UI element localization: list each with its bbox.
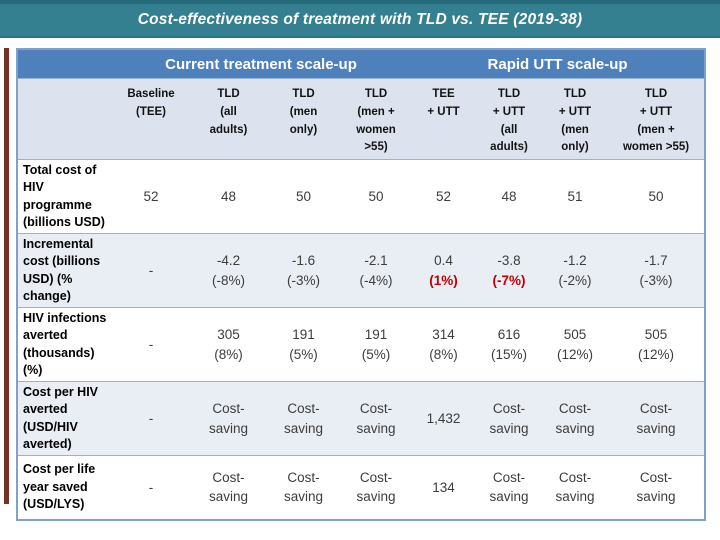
column-header-tld-men-women-55: TLD (men + women >55) — [341, 78, 412, 160]
group-header-current-scale-up: Current treatment scale-up — [111, 49, 412, 79]
row-label: Cost per life year saved (USD/LYS) — [23, 462, 96, 511]
column-header-tld-utt-men-women-55: TLD + UTT (men + women >55) — [608, 78, 706, 160]
data-cell: -1.2 (-2%) — [558, 253, 592, 288]
data-cell: 191 (5%) — [289, 327, 318, 362]
column-header-row: Baseline (TEE) TLD (all adults) TLD (men… — [17, 78, 706, 160]
table-row: HIV infections averted (thousands) (%) - 3… — [17, 307, 706, 382]
column-header — [17, 78, 111, 160]
data-cell: Cost-saving — [555, 401, 595, 436]
data-cell: 1,432 — [426, 410, 461, 426]
table-row: Cost per life year saved (USD/LYS) - Cost-… — [17, 455, 706, 520]
data-cell: -2.1 (-4%) — [359, 253, 393, 288]
data-cell: Cost-saving — [208, 401, 249, 436]
group-header-row: Current treatment scale-up Rapid UTT sca… — [17, 49, 706, 79]
table-row: Cost per HIV averted (USD/HIV averted) - C… — [17, 381, 706, 456]
left-accent-bar — [4, 48, 9, 504]
data-cell: Cost-saving — [489, 470, 529, 505]
data-cell: - — [148, 410, 154, 426]
data-cell: 51 — [567, 188, 583, 204]
column-header-baseline-tee: Baseline (TEE) — [111, 78, 191, 160]
data-cell: 52 — [143, 188, 159, 204]
data-cell: -1.7 (-3%) — [639, 253, 673, 288]
column-header-tld-utt-all-adults: TLD + UTT (all adults) — [476, 78, 543, 160]
data-cell: 50 — [295, 188, 312, 204]
data-cell: -3.8 (-7%) — [492, 253, 526, 288]
group-header-spacer — [17, 49, 111, 79]
data-cell: - — [148, 262, 154, 278]
data-cell: 305 (8%) — [214, 327, 243, 362]
group-header-rapid-utt-scale-up: Rapid UTT scale-up — [411, 49, 706, 79]
row-label: HIV infections averted (thousands) (%) — [23, 311, 107, 377]
data-cell: Cost-saving — [356, 470, 396, 505]
table-row: Total cost of HIV programme (billions US… — [17, 159, 706, 234]
slide-title: Cost-effectiveness of treatment with TLD… — [137, 11, 583, 28]
data-cell: 0.4 (1%) — [429, 253, 458, 288]
data-cell: Cost-saving — [283, 401, 324, 436]
data-cell: 314 (8%) — [429, 327, 458, 362]
data-cell: 48 — [220, 188, 237, 204]
data-cell: 48 — [501, 188, 517, 204]
column-header-tld-utt-men-only: TLD + UTT (men only) — [542, 78, 609, 160]
data-cell: - — [148, 336, 154, 352]
table-row: Incremental cost (billions USD) (% chang… — [17, 233, 706, 308]
data-cell: -1.6 (-3%) — [287, 253, 320, 288]
data-cell: Cost-saving — [636, 470, 676, 505]
data-cell: 191 (5%) — [361, 327, 391, 362]
data-cell: Cost-saving — [489, 401, 529, 436]
column-header-tee-utt: TEE + UTT — [411, 78, 477, 160]
data-cell: 50 — [648, 188, 664, 204]
table-body: Total cost of HIV programme (billions US… — [17, 159, 706, 520]
row-label: Total cost of HIV programme (billions US… — [23, 163, 105, 229]
column-header-tld-all-adults: TLD (all adults) — [191, 78, 266, 160]
data-cell: Cost-saving — [283, 470, 324, 505]
data-cell: Cost-saving — [356, 401, 396, 436]
cost-effectiveness-table: Current treatment scale-up Rapid UTT sca… — [16, 48, 707, 521]
data-cell: - — [148, 479, 154, 495]
column-header-tld-men-only: TLD (men only) — [266, 78, 341, 160]
data-cell: Cost-saving — [555, 470, 595, 505]
table-container: Current treatment scale-up Rapid UTT sca… — [16, 48, 707, 521]
row-label: Cost per HIV averted (USD/HIV averted) — [23, 385, 99, 451]
data-cell: Cost-saving — [208, 470, 249, 505]
data-cell: Cost-saving — [636, 401, 676, 436]
slide-title-banner: Cost-effectiveness of treatment with TLD… — [0, 0, 720, 38]
data-cell: 134 — [432, 479, 455, 495]
data-cell: 616 (15%) — [491, 327, 528, 362]
data-cell: 50 — [368, 188, 384, 204]
data-cell: 52 — [436, 188, 452, 204]
data-cell: -4.2 (-8%) — [212, 253, 245, 288]
data-cell: 505 (12%) — [557, 327, 594, 362]
row-label: Incremental cost (billions USD) (% chang… — [23, 237, 101, 303]
data-cell: 505 (12%) — [638, 327, 675, 362]
